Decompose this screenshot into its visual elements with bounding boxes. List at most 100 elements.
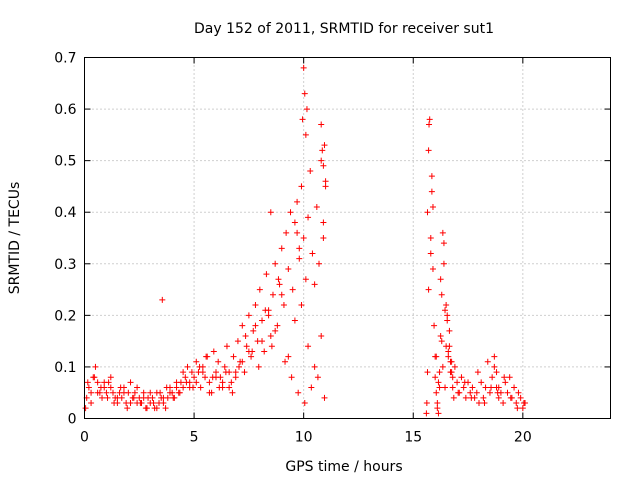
data-point xyxy=(236,363,243,370)
data-point xyxy=(461,379,468,386)
data-point xyxy=(424,369,431,376)
data-point xyxy=(511,384,518,391)
data-point xyxy=(230,353,237,360)
data-point xyxy=(444,312,451,319)
data-point xyxy=(245,312,252,319)
data-point xyxy=(88,389,95,396)
data-point xyxy=(272,260,279,267)
data-point xyxy=(478,379,485,386)
data-point xyxy=(424,209,431,216)
data-point xyxy=(443,302,450,309)
data-point xyxy=(101,379,108,386)
data-point xyxy=(173,384,180,391)
data-point xyxy=(473,389,480,396)
data-point xyxy=(454,379,461,386)
data-point xyxy=(120,389,127,396)
data-point xyxy=(298,183,305,190)
data-point xyxy=(243,343,250,350)
data-point xyxy=(268,343,275,350)
data-point xyxy=(300,64,307,71)
data-point xyxy=(94,389,101,396)
data-point xyxy=(501,374,508,381)
data-point xyxy=(180,384,187,391)
data-point xyxy=(445,353,452,360)
y-tick-label: 0.6 xyxy=(54,102,76,118)
data-point xyxy=(432,374,439,381)
data-point xyxy=(429,204,436,211)
data-point xyxy=(294,198,301,205)
data-point xyxy=(88,400,95,407)
data-point xyxy=(269,291,276,298)
data-point xyxy=(180,369,187,376)
data-point xyxy=(446,343,453,350)
data-point xyxy=(249,348,256,355)
data-point xyxy=(215,358,222,365)
data-point xyxy=(159,296,166,303)
axis-ticks: 0 0.1 0.2 0.3 0.4 0.5 0.6 0.7 0 5 10 15 20 xyxy=(54,51,611,446)
data-point xyxy=(480,394,487,401)
data-point xyxy=(515,389,522,396)
data-point xyxy=(134,384,141,391)
data-point xyxy=(474,369,481,376)
data-point xyxy=(229,389,236,396)
data-point xyxy=(437,276,444,283)
data-point xyxy=(291,219,298,226)
data-point xyxy=(504,389,511,396)
data-point xyxy=(153,405,160,412)
data-point xyxy=(318,121,325,128)
data-point xyxy=(460,384,467,391)
data-point xyxy=(447,358,454,365)
data-point xyxy=(239,358,246,365)
data-point xyxy=(274,322,281,329)
data-point xyxy=(259,317,266,324)
data-point xyxy=(210,348,217,355)
data-point xyxy=(184,363,191,370)
data-point xyxy=(434,400,441,407)
x-axis-label: GPS time / hours xyxy=(285,459,402,475)
y-tick-label: 0 xyxy=(68,412,77,428)
data-point xyxy=(458,374,465,381)
data-point xyxy=(219,379,226,386)
data-point xyxy=(203,353,210,360)
data-point xyxy=(162,405,169,412)
data-point xyxy=(486,389,493,396)
data-point xyxy=(206,389,213,396)
data-point xyxy=(299,116,306,123)
data-point xyxy=(117,384,124,391)
data-point xyxy=(259,338,266,345)
data-point xyxy=(519,405,526,412)
data-point xyxy=(467,389,474,396)
data-point xyxy=(114,394,121,401)
data-point xyxy=(239,322,246,329)
data-point xyxy=(506,374,513,381)
x-tick-label: 10 xyxy=(295,430,313,446)
data-point xyxy=(438,338,445,345)
y-axis-label: SRMTID / TECUs xyxy=(7,182,23,295)
data-point xyxy=(261,348,268,355)
data-point xyxy=(193,358,200,365)
data-point xyxy=(197,384,204,391)
data-point xyxy=(209,374,216,381)
data-point xyxy=(450,394,457,401)
data-point xyxy=(514,405,521,412)
data-point xyxy=(140,389,147,396)
data-point xyxy=(440,240,447,247)
data-point xyxy=(85,384,92,391)
data-point xyxy=(147,389,154,396)
data-point xyxy=(428,188,435,195)
y-tick-label: 0.4 xyxy=(54,205,76,221)
data-point xyxy=(196,363,203,370)
data-point xyxy=(280,302,287,309)
data-point xyxy=(163,384,170,391)
data-point xyxy=(173,379,180,386)
data-point xyxy=(272,327,279,334)
y-tick-label: 0.2 xyxy=(54,308,76,324)
data-point xyxy=(494,389,501,396)
data-point xyxy=(103,389,110,396)
data-point xyxy=(320,219,327,226)
data-point xyxy=(425,147,432,154)
data-point xyxy=(276,281,283,288)
data-point xyxy=(216,384,223,391)
data-point xyxy=(451,363,458,370)
